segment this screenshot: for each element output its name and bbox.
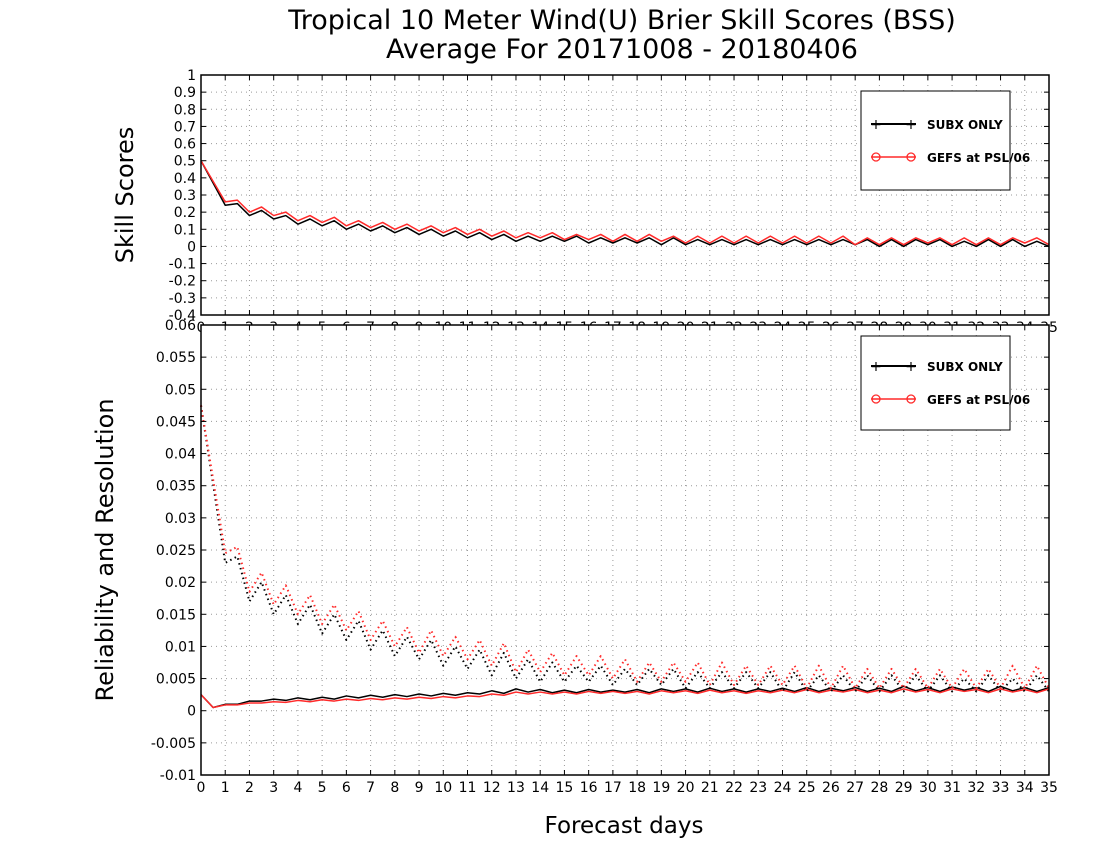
bottom-x-tick-label: 1 [221, 780, 230, 796]
bottom-x-tick-label: 10 [434, 780, 452, 796]
bottom-x-tick-label: 33 [992, 780, 1010, 796]
bottom-y-tick-label: 0.015 [156, 607, 196, 623]
bottom-y-tick-label: -0.01 [160, 768, 196, 784]
top-y-tick-label: 0.9 [174, 85, 196, 101]
bottom-series-line-3 [200, 405, 1050, 690]
top-y-tick-label: -0.4 [169, 308, 196, 324]
top-legend-box [860, 90, 1011, 191]
bottom-x-tick-label: 13 [507, 780, 525, 796]
top-y-tick-label: 0.3 [174, 188, 196, 204]
bottom-legend-mark-gefs-right [906, 394, 916, 404]
bottom-legend-mark-subx-left: + [870, 359, 882, 375]
bottom-legend-box [860, 335, 1011, 431]
chart-title-line2: Average For 20171008 - 20180406 [386, 34, 858, 65]
bottom-y-tick-label: 0.03 [165, 511, 196, 527]
bottom-legend-mark-gefs-left [871, 394, 881, 404]
bottom-x-tick-label: 16 [580, 780, 598, 796]
bottom-x-tick-label: 11 [459, 780, 477, 796]
chart-title-line1: Tropical 10 Meter Wind(U) Brier Skill Sc… [287, 5, 956, 36]
top-y-tick-label: -0.2 [169, 274, 196, 290]
top-legend-label-subx: SUBX ONLY [927, 118, 1003, 132]
bottom-x-tick-label: 35 [1040, 780, 1058, 796]
top-y-tick-label: -0.3 [169, 291, 196, 307]
bottom-x-tick-label: 31 [943, 780, 961, 796]
bottom-x-tick-label: 21 [701, 780, 719, 796]
bottom-legend-label-gefs: GEFS at PSL/06 [927, 393, 1030, 407]
bottom-x-tick-label: 17 [604, 780, 622, 796]
bottom-x-tick-label: 23 [749, 780, 767, 796]
bottom-y-tick-label: 0.06 [165, 318, 196, 334]
bottom-x-tick-label: 22 [725, 780, 743, 796]
bottom-x-tick-label: 3 [269, 780, 278, 796]
bottom-y-tick-label: 0.005 [156, 672, 196, 688]
bottom-x-tick-label: 4 [293, 780, 302, 796]
bottom-y-tick-label: 0.05 [165, 382, 196, 398]
bottom-x-tick-label: 26 [822, 780, 840, 796]
top-y-tick-label: 0.5 [174, 154, 196, 170]
bottom-y-tick-label: 0.055 [156, 350, 196, 366]
bottom-x-tick-label: 24 [774, 780, 792, 796]
bottom-x-tick-label: 29 [895, 780, 913, 796]
bottom-legend-label-subx: SUBX ONLY [927, 360, 1003, 374]
bottom-x-tick-label: 14 [531, 780, 549, 796]
bottom-y-tick-label: 0 [187, 704, 196, 720]
top-y-tick-label: 0.1 [174, 222, 196, 238]
bottom-x-tick-label: 2 [245, 780, 254, 796]
top-legend-mark-subx-right: + [905, 117, 917, 133]
bottom-y-tick-label: -0.005 [151, 736, 196, 752]
bottom-x-tick-label: 7 [366, 780, 375, 796]
top-legend-mark-gefs-left [871, 152, 881, 162]
bottom-y-tick-label: 0.045 [156, 414, 196, 430]
bottom-x-tick-label: 34 [1016, 780, 1034, 796]
bottom-x-tick-label: 18 [628, 780, 646, 796]
bottom-series-line-1 [200, 688, 1050, 709]
bottom-legend: + + SUBX ONLY GEFS at PSL/06 [860, 335, 1030, 431]
bottom-y-tick-label: 0.035 [156, 479, 196, 495]
bottom-x-tick-label: 20 [677, 780, 695, 796]
bottom-series-line-2 [200, 405, 1050, 693]
bottom-y-axis-label: Reliability and Resolution [91, 398, 119, 701]
top-y-tick-label: 0.4 [174, 171, 196, 187]
top-y-tick-label: 1 [187, 68, 196, 84]
bottom-x-tick-label: 8 [390, 780, 399, 796]
bottom-x-tick-label: 15 [556, 780, 574, 796]
top-legend-mark-gefs-right [906, 152, 916, 162]
top-y-tick-label: 0.6 [174, 137, 196, 153]
bottom-x-tick-label: 32 [967, 780, 985, 796]
top-y-tick-label: 0.7 [174, 119, 196, 135]
bottom-x-tick-label: 12 [483, 780, 501, 796]
bottom-x-tick-label: 0 [197, 780, 206, 796]
bottom-x-tick-label: 28 [870, 780, 888, 796]
top-y-tick-label: 0.8 [174, 102, 196, 118]
top-y-tick-label: -0.1 [169, 257, 196, 273]
bottom-x-tick-label: 9 [415, 780, 424, 796]
bottom-x-tick-label: 27 [846, 780, 864, 796]
top-y-tick-label: 0 [187, 239, 196, 255]
top-y-axis-label: Skill Scores [111, 127, 139, 264]
bottom-x-tick-label: 30 [919, 780, 937, 796]
bottom-x-tick-label: 25 [798, 780, 816, 796]
bottom-x-tick-label: 6 [342, 780, 351, 796]
top-y-tick-label: 0.2 [174, 205, 196, 221]
bottom-x-tick-label: 19 [652, 780, 670, 796]
top-legend: + + SUBX ONLY GEFS at PSL/06 [860, 90, 1030, 191]
x-axis-label: Forecast days [545, 813, 704, 839]
top-legend-label-gefs: GEFS at PSL/06 [927, 151, 1030, 165]
top-series-line-0 [200, 160, 1050, 248]
bottom-x-tick-label: 5 [318, 780, 327, 796]
bottom-series-line-0 [200, 685, 1050, 709]
bottom-y-tick-label: 0.025 [156, 543, 196, 559]
top-series-line-1 [200, 160, 1050, 246]
bottom-y-tick-label: 0.04 [165, 447, 196, 463]
bottom-y-tick-label: 0.02 [165, 575, 196, 591]
bottom-y-tick-label: 0.01 [165, 639, 196, 655]
bottom-legend-mark-subx-right: + [905, 359, 917, 375]
top-legend-mark-subx-left: + [870, 117, 882, 133]
